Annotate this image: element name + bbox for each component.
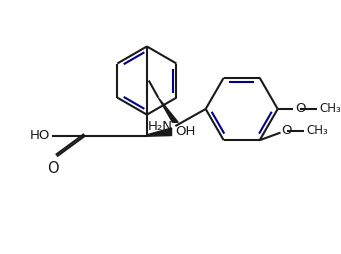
Text: CH₃: CH₃	[320, 103, 341, 116]
Text: CH₃: CH₃	[306, 124, 328, 137]
Text: H₂N: H₂N	[148, 120, 173, 133]
Text: HO: HO	[30, 129, 50, 142]
Text: O: O	[281, 124, 292, 137]
Polygon shape	[158, 98, 178, 122]
Text: O: O	[47, 161, 59, 176]
Text: O: O	[295, 103, 305, 116]
Polygon shape	[147, 128, 172, 136]
Text: OH: OH	[175, 125, 196, 138]
